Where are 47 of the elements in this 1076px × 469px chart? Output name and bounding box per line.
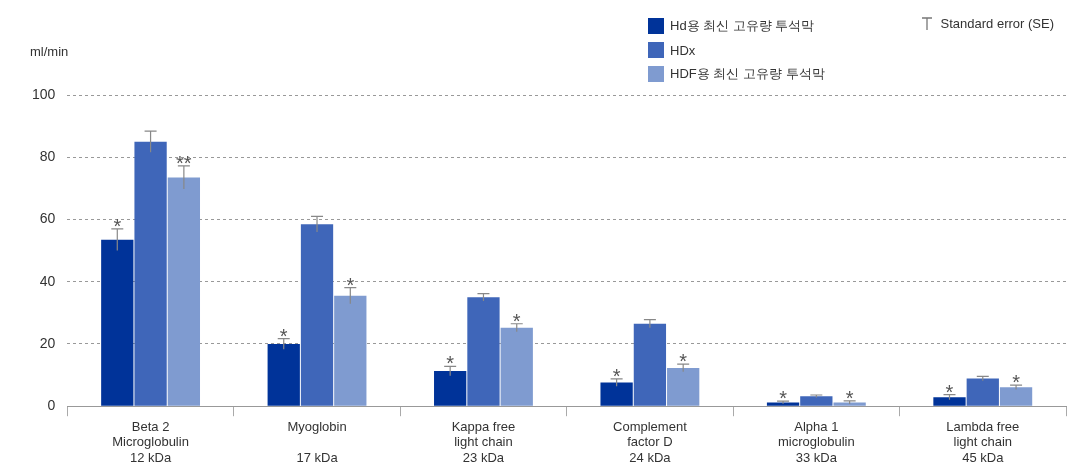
y-tick-label: 40: [39, 272, 56, 289]
data-label: *: [612, 364, 621, 387]
x-tick-label: Kappa free light chain 23 kDa: [451, 418, 516, 465]
y-tick-label: 100: [32, 85, 56, 102]
data-label: *: [945, 380, 954, 403]
bar: [334, 295, 367, 406]
legend-label: Hd용 최신 고유량 투석막: [670, 17, 815, 35]
y-tick-label: 20: [39, 334, 56, 351]
data-label: *: [845, 386, 854, 409]
data-label: *: [279, 324, 288, 347]
x-tick-label: Complement factor D 24 kDa: [613, 418, 688, 465]
bar: [633, 323, 667, 406]
bar: [766, 402, 800, 406]
legend-label: HDx: [670, 42, 696, 58]
data-label: *: [346, 273, 355, 296]
y-tick-label: 80: [39, 148, 56, 165]
x-tick-label: Lambda free light chain 45 kDa: [946, 418, 1020, 465]
bar: [167, 177, 201, 406]
text: Standard error (SE): [940, 16, 1054, 31]
bar: [966, 378, 999, 406]
data-label: **: [176, 151, 192, 174]
data-label: *: [779, 387, 788, 410]
bar: [467, 297, 500, 406]
data-label: *: [1012, 371, 1021, 394]
bar: [999, 387, 1033, 406]
bar: [101, 239, 134, 406]
data-label: *: [446, 352, 455, 375]
bar: [667, 367, 700, 406]
bar: [267, 343, 300, 406]
y-tick-label: 60: [39, 210, 56, 227]
bar: [434, 371, 467, 406]
x-tick-label: Beta 2 Microglobulin 12 kDa: [112, 418, 189, 465]
bar: [134, 141, 167, 406]
data-label: *: [113, 214, 122, 237]
bar: [300, 224, 334, 406]
legend-label: HDF용 최신 고유량 투석막: [670, 65, 825, 83]
category-label: Myoglobin 17 kDa: [287, 418, 347, 465]
x-tick-label: Alpha 1 microglobulin 33 kDa: [778, 418, 855, 465]
y-axis-title: ml/min: [30, 44, 69, 59]
bar: [600, 382, 633, 406]
bar: [833, 402, 866, 406]
bar: [500, 327, 533, 406]
bar: [933, 397, 966, 406]
data-label: *: [679, 350, 688, 373]
bar: [800, 396, 833, 406]
y-tick-label: 0: [47, 397, 56, 414]
data-label: *: [512, 309, 521, 332]
